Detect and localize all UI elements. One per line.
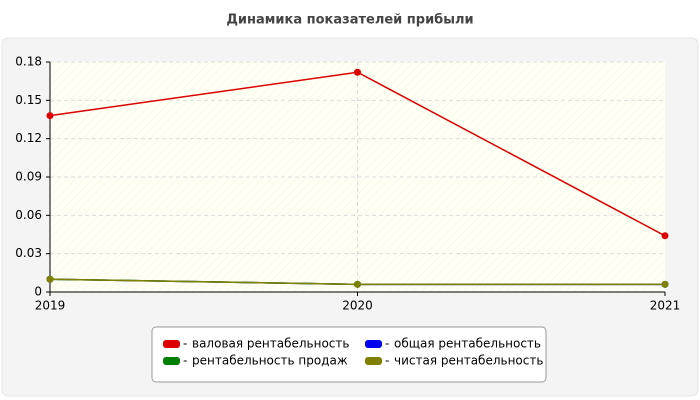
legend-dash: - bbox=[385, 354, 389, 368]
x-tick-label: 2021 bbox=[650, 299, 681, 313]
legend-label: рентабельность продаж bbox=[192, 354, 348, 368]
legend-dash: - bbox=[183, 337, 187, 351]
legend-swatch bbox=[365, 340, 382, 348]
y-tick-label: 0.15 bbox=[15, 93, 42, 107]
legend-dash: - bbox=[385, 337, 389, 351]
y-tick-label: 0.18 bbox=[15, 55, 42, 69]
point bbox=[661, 280, 669, 288]
y-tick-label: 0.03 bbox=[15, 246, 42, 260]
y-tick-label: 0.09 bbox=[15, 170, 42, 184]
legend-label: чистая рентабельность bbox=[394, 354, 543, 368]
legend-swatch bbox=[163, 340, 180, 348]
y-tick-label: 0.12 bbox=[15, 131, 42, 145]
chart-title: Динамика показателей прибыли bbox=[226, 13, 473, 28]
point bbox=[46, 275, 54, 283]
legend-label: общая рентабельность bbox=[394, 337, 541, 351]
point bbox=[354, 68, 361, 76]
y-tick-label: 0.06 bbox=[15, 208, 42, 222]
legend-label: валовая рентабельность bbox=[192, 337, 349, 351]
x-tick-label: 2020 bbox=[342, 299, 373, 313]
legend-swatch bbox=[163, 357, 180, 365]
point bbox=[661, 232, 669, 240]
legend-dash: - bbox=[183, 354, 187, 368]
x-tick-label: 2019 bbox=[35, 299, 66, 313]
point bbox=[354, 280, 361, 288]
point bbox=[46, 112, 54, 120]
legend-swatch bbox=[365, 357, 382, 365]
y-tick-label: 0 bbox=[34, 285, 42, 299]
legend bbox=[151, 326, 547, 383]
